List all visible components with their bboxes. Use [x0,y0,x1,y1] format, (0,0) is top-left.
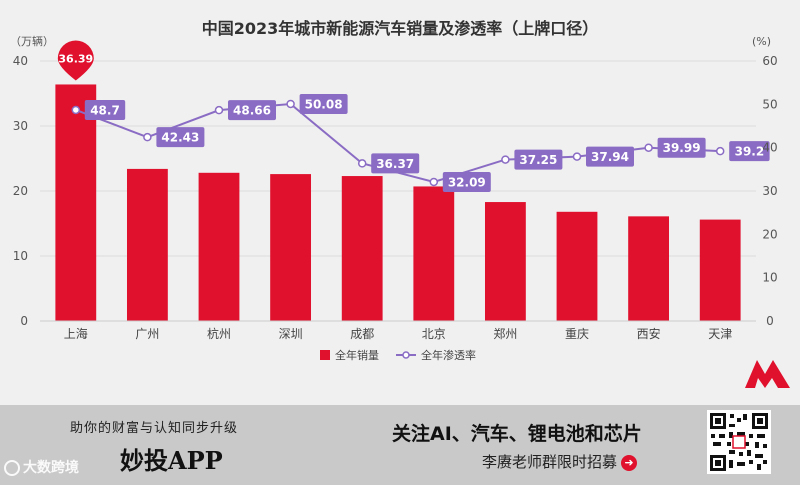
category-label: 郑州 [493,326,517,341]
bar [341,176,383,321]
right-tick-label: 0 [766,314,774,328]
line-value-label: 37.25 [519,153,557,167]
bar [699,219,741,321]
category-label: 天津 [708,327,732,341]
bar [270,174,312,321]
right-tick-label: 50 [762,97,777,111]
legend: 全年销量 全年渗透率 [320,348,476,362]
bar [628,216,670,321]
line-label-bg [371,153,420,174]
watermark-text: 大数跨境 [23,460,79,476]
line-value-label: 48.7 [90,103,120,117]
left-tick-label: 40 [13,54,28,68]
highlight-pin-icon [57,40,94,81]
line-label-bg [156,127,205,148]
category-label: 广州 [135,327,159,341]
line-point [501,155,510,164]
line-point [143,132,152,142]
footer-recruit-link[interactable]: 李赓老师群限时招募 ➜ [482,451,638,472]
brand-logo [745,360,790,388]
line-value-label: 48.66 [233,104,271,118]
bar [413,186,455,321]
line-value-label: 39.99 [663,141,701,155]
chart-svg: 中国2023年城市新能源汽车销量及渗透率（上牌口径） （万辆） (%) 36.3… [10,19,790,388]
line-label-bg [84,99,126,120]
right-axis-unit: (%) [752,35,771,48]
legend-line-marker [402,351,410,359]
footer-recruit-text: 李赓老师群限时招募 [482,453,618,471]
category-label: 上海 [64,326,88,341]
line-series: 48.7 42.43 48.66 50.08 36.37 32.09 37.25 37.94 3… [71,93,770,192]
line-value-label: 50.08 [305,97,343,111]
right-tick-label: 20 [762,227,777,241]
line-value-label: 36.37 [376,157,414,171]
right-tick-label: 10 [762,271,777,285]
category-label: 北京 [422,327,446,341]
chart-area: 中国2023年城市新能源汽车销量及渗透率（上牌口径） （万辆） (%) 36.3… [10,19,790,388]
line-value-label: 42.43 [161,131,199,145]
legend-bar-swatch [320,350,330,360]
footer-app-name[interactable]: 妙投APP [120,446,223,475]
footer-banner: 助你的财富与认知同步升级 妙投APP 大数跨境 关注AI、汽车、锂电池和芯片 李… [0,405,800,485]
footer-slogan: 助你的财富与认知同步升级 [70,421,239,436]
bar [484,202,526,321]
right-tick-label: 30 [762,184,777,198]
bar [198,172,240,321]
bar [126,168,168,321]
line-value-label: 32.09 [448,175,486,189]
line-value-label: 37.94 [591,150,629,164]
axis-ticks: 0 10 20 30 40 0 10 20 30 40 50 60 上海 广州 杭州 深圳 成都 北京 郑州 重庆 西安… [13,54,778,341]
watermark-icon [4,460,20,476]
line-point [715,146,725,156]
footer-topics: 关注AI、汽车、锂电池和芯片 [392,423,642,445]
line-value-label: 39.2 [735,145,765,159]
line-point [644,143,653,152]
line-point [572,152,582,161]
legend-line-label: 全年渗透率 [421,348,476,362]
category-label: 杭州 [207,326,231,341]
line-point [71,105,81,115]
left-tick-label: 0 [20,314,28,328]
legend-bar-label: 全年销量 [335,348,379,362]
line-point [214,105,224,115]
line-label-bg [442,171,491,192]
left-axis-unit: （万辆） [10,34,54,48]
line-label-bg [228,100,276,121]
category-label: 成都 [350,327,374,341]
right-tick-label: 60 [762,54,777,68]
line-label-bg [729,141,770,162]
bar [556,211,598,321]
category-label: 西安 [637,326,661,341]
line-label-bg [514,149,563,170]
category-label: 重庆 [565,327,589,341]
left-tick-label: 30 [13,119,28,133]
arrow-right-icon: ➜ [621,454,638,471]
line-label-bg [657,137,706,158]
chart-title: 中国2023年城市新能源汽车销量及渗透率（上牌口径） [202,19,599,38]
bar-value-label: 36.39 [58,52,93,65]
line-point [429,177,439,187]
left-tick-label: 10 [13,249,28,263]
qr-code-icon[interactable] [707,410,771,474]
line-label-bg [299,93,348,114]
right-tick-label: 40 [762,141,777,155]
bar [55,84,97,321]
line-point [357,159,367,168]
line-point [286,99,295,109]
line-label-bg [586,146,634,167]
left-tick-label: 20 [13,184,28,198]
category-label: 深圳 [279,327,303,341]
bar-series: 36.39 [55,40,741,321]
watermark: 大数跨境 [4,457,79,477]
